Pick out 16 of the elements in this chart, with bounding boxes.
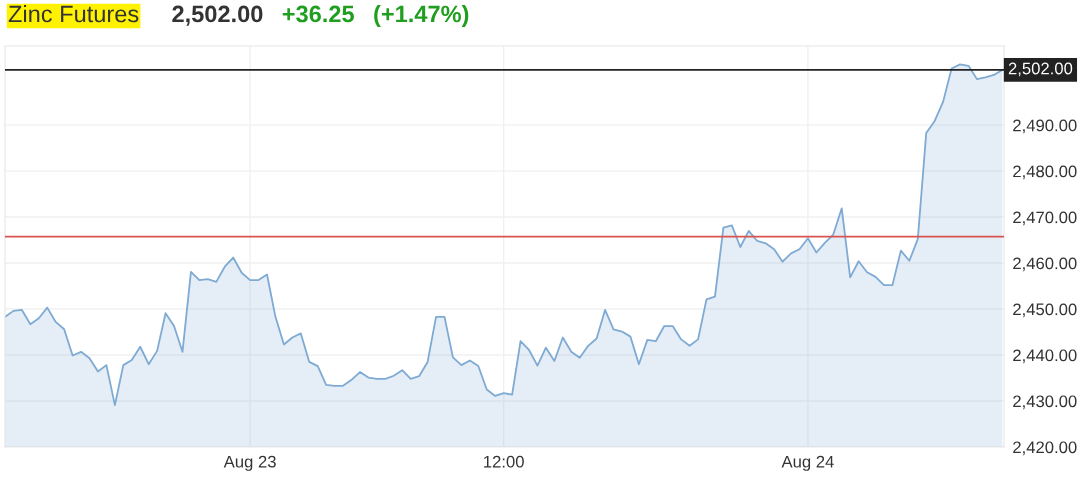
text: 2,502.00 bbox=[172, 5, 263, 26]
x-tick-label: 12:00 bbox=[484, 455, 524, 468]
y-tick-label: 2,490.00 bbox=[1013, 119, 1077, 134]
x-tick-label: Aug 24 bbox=[781, 455, 834, 471]
y-tick-label: 2,470.00 bbox=[1013, 211, 1077, 226]
chart-title: Zinc Futures bbox=[8, 5, 139, 23]
y-tick-label: 2,480.00 bbox=[1013, 165, 1077, 180]
text: +36.25 bbox=[282, 5, 354, 23]
y-tick-label: 2,430.00 bbox=[1013, 395, 1077, 410]
x-tick-label: Aug 23 bbox=[223, 455, 276, 471]
y-tick-label: 2,460.00 bbox=[1013, 257, 1077, 272]
y-tick-label: 2,420.00 bbox=[1013, 441, 1077, 456]
ref-line-label: 2,502.00 bbox=[1008, 62, 1073, 77]
y-tick-label: 2,450.00 bbox=[1013, 303, 1077, 318]
text: (+1.47%) bbox=[374, 5, 469, 27]
y-tick-label: 2,440.00 bbox=[1013, 349, 1077, 364]
